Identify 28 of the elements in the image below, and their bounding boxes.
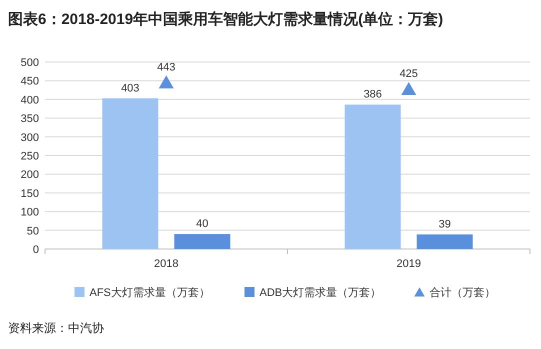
y-tick-label: 100 xyxy=(20,206,39,219)
y-tick-label: 250 xyxy=(20,150,39,162)
y-tick-label: 50 xyxy=(26,225,39,238)
bar xyxy=(174,234,230,249)
legend-label: ADB大灯需求量（万套） xyxy=(260,286,382,299)
data-label: 40 xyxy=(196,218,208,230)
x-tick-label: 2018 xyxy=(154,258,178,270)
y-tick-label: 150 xyxy=(20,188,39,200)
y-tick-label: 200 xyxy=(20,169,39,182)
y-tick-label: 350 xyxy=(20,113,39,126)
legend-label: 合计（万套） xyxy=(430,286,496,299)
data-label: 403 xyxy=(121,82,140,94)
bar xyxy=(102,98,158,249)
legend-label: AFS大灯需求量（万套） xyxy=(90,286,210,299)
data-label: 39 xyxy=(438,218,451,230)
data-label: 443 xyxy=(157,61,176,74)
bar xyxy=(416,234,473,249)
y-tick-label: 300 xyxy=(20,132,39,144)
bar xyxy=(344,104,401,249)
text: 资料来源：中汽协 xyxy=(8,321,104,335)
y-tick-label: 0 xyxy=(32,244,39,256)
y-tick-label: 400 xyxy=(20,94,39,106)
y-tick-label: 500 xyxy=(20,57,39,69)
data-label: 386 xyxy=(364,88,382,101)
y-tick-label: 450 xyxy=(20,76,39,88)
chart-title: 图表6：2018-2019年中国乘用车智能大灯需求量情况(单位：万套) xyxy=(8,10,444,28)
data-label: 425 xyxy=(400,68,418,80)
x-tick-label: 2019 xyxy=(396,258,421,270)
